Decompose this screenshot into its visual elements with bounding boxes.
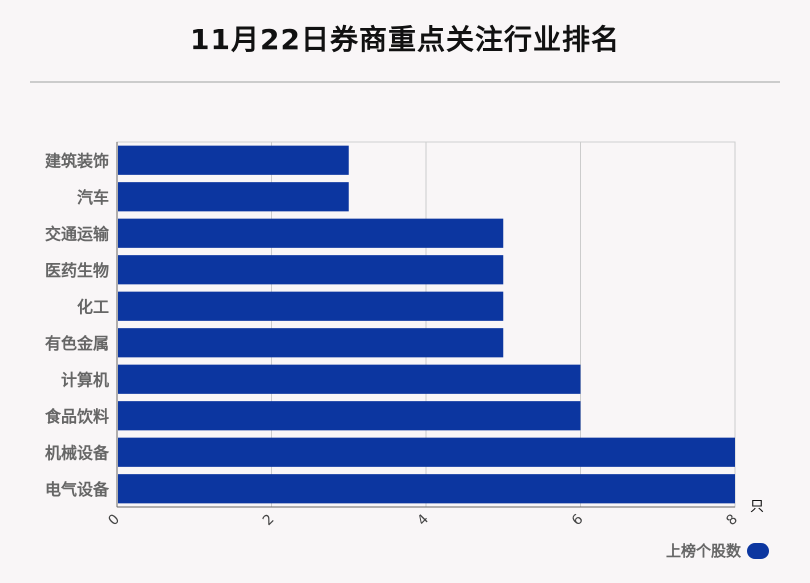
legend-swatch: [747, 542, 769, 559]
bars: [118, 145, 735, 504]
x-tick-label: 0: [105, 511, 123, 529]
x-axis-unit: 只: [750, 499, 764, 515]
bar[interactable]: [118, 401, 581, 431]
x-tick-label: 6: [569, 511, 587, 529]
bar[interactable]: [118, 328, 504, 358]
x-tick-label: 8: [723, 511, 741, 529]
bar[interactable]: [118, 145, 349, 175]
x-tick-labels: 0 2 4 6 8: [105, 511, 741, 529]
chart-title: 11月22日券商重点关注行业排名: [190, 23, 620, 56]
bar[interactable]: [118, 437, 735, 467]
category-label: 交通运输: [45, 224, 110, 243]
bar[interactable]: [118, 182, 349, 212]
category-label: 有色金属: [45, 334, 109, 353]
category-label: 机械设备: [45, 443, 110, 462]
x-tick-label: 2: [260, 511, 278, 529]
category-label: 食品饮料: [44, 407, 109, 426]
category-label: 计算机: [61, 370, 109, 389]
bar[interactable]: [118, 255, 504, 285]
category-label: 医药生物: [45, 261, 109, 280]
category-label: 建筑装饰: [45, 151, 109, 170]
bar[interactable]: [118, 364, 581, 394]
category-label: 电气设备: [45, 480, 110, 499]
bar[interactable]: [118, 218, 504, 248]
x-tick-label: 4: [414, 511, 432, 529]
legend[interactable]: 上榜个股数: [666, 540, 769, 561]
category-label: 化工: [77, 297, 109, 316]
bar[interactable]: [118, 291, 504, 321]
category-label: 汽车: [77, 188, 109, 207]
title-divider: [30, 81, 780, 83]
legend-label: 上榜个股数: [665, 542, 741, 560]
bar[interactable]: [118, 474, 735, 504]
